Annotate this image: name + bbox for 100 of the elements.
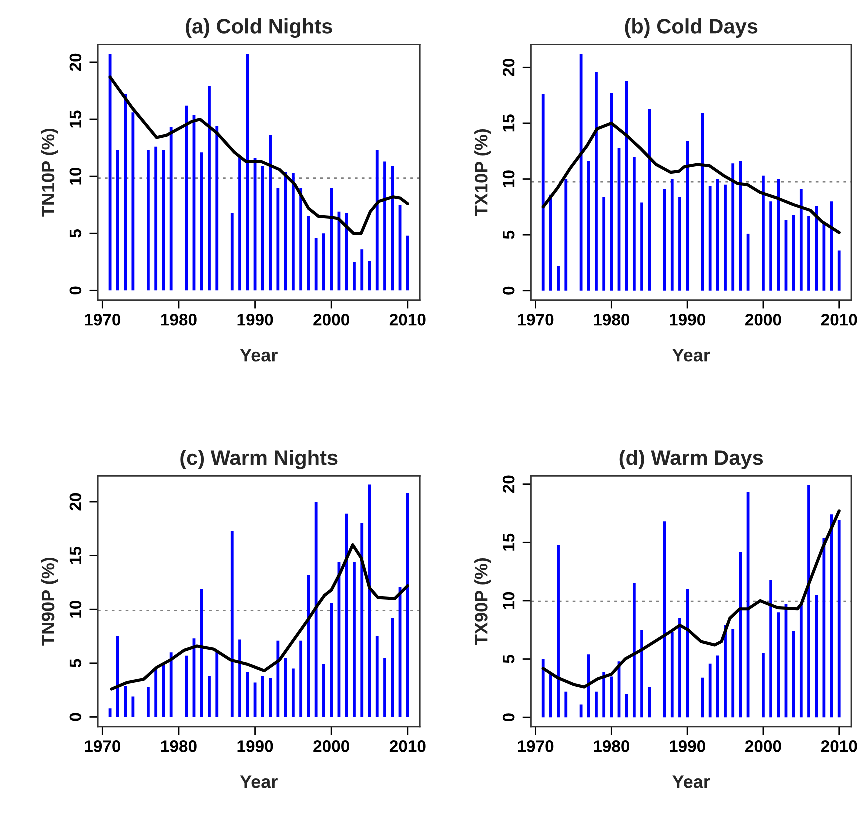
bar: [261, 166, 264, 291]
line-series: [110, 544, 410, 691]
bar: [587, 161, 590, 291]
bar: [330, 188, 334, 291]
bar: [353, 562, 356, 718]
x-tick-label: 1990: [238, 740, 274, 752]
bar: [116, 636, 120, 718]
bar: [808, 486, 810, 718]
y-tick-label: 5: [70, 229, 82, 238]
y-tick-label: 15: [70, 547, 82, 564]
x-tick-label: 1990: [238, 314, 274, 326]
line-series: [542, 510, 841, 689]
y-axis-title: TX10P (%): [474, 129, 492, 216]
bar: [564, 179, 568, 291]
bar: [208, 676, 211, 718]
y-tick-label: 5: [503, 655, 515, 664]
bar: [353, 262, 356, 291]
line-series: [108, 76, 410, 236]
x-tick-label: 1980: [594, 740, 630, 752]
bar: [770, 202, 772, 291]
bar: [716, 179, 720, 291]
bar: [284, 658, 288, 718]
bar: [542, 94, 545, 291]
x-tick-label: 2000: [314, 314, 350, 326]
y-tick-label: 10: [70, 168, 82, 185]
bar: [147, 150, 150, 291]
bar: [269, 135, 272, 291]
bar: [216, 126, 219, 291]
bar: [300, 640, 303, 718]
bar: [800, 189, 803, 291]
bar: [542, 659, 545, 718]
bar: [708, 186, 712, 291]
y-tick-label: 15: [503, 534, 515, 551]
bar: [246, 672, 250, 718]
bar: [154, 146, 158, 291]
bar: [792, 631, 796, 718]
x-axis-title: Year: [672, 349, 710, 362]
y-tick-label: 5: [503, 230, 515, 240]
y-tick-label: 0: [70, 286, 82, 295]
chart-title: (c) Warm Nights: [180, 450, 338, 470]
bar: [800, 604, 803, 718]
y-tick-label: 10: [502, 170, 515, 188]
bar: [132, 696, 135, 718]
bar: [822, 538, 826, 718]
bar: [808, 216, 810, 291]
bar: [185, 106, 188, 291]
bar: [724, 184, 727, 291]
y-tick-label: 20: [502, 476, 515, 494]
bar: [276, 640, 280, 718]
bar: [792, 214, 796, 291]
bar: [185, 656, 188, 718]
bar: [292, 668, 295, 718]
bar: [124, 94, 128, 291]
y-tick-label: 0: [70, 713, 82, 722]
x-axis-title: Year: [672, 776, 710, 788]
x-tick-label: 1980: [161, 740, 197, 752]
bar: [384, 658, 386, 718]
bar: [580, 54, 583, 291]
bar: [815, 206, 818, 291]
bar: [815, 595, 818, 718]
x-axis-title: Year: [240, 349, 278, 362]
bar: [632, 583, 636, 718]
x-tick-label: 1970: [518, 314, 554, 326]
bar: [670, 179, 674, 291]
bar: [208, 86, 211, 291]
bar: [314, 502, 318, 718]
y-tick-label: 15: [70, 110, 82, 128]
bar: [777, 612, 780, 718]
bar: [648, 687, 652, 718]
bar: [230, 213, 234, 291]
bar: [632, 156, 636, 291]
bar: [686, 141, 690, 291]
bar: [345, 213, 348, 291]
x-tick-label: 2010: [821, 740, 858, 752]
bar: [200, 152, 204, 291]
bar: [762, 176, 765, 291]
bar: [732, 164, 735, 291]
x-tick-label: 1970: [518, 740, 554, 752]
bar: [276, 188, 280, 291]
bar: [391, 166, 394, 291]
bar: [300, 188, 303, 291]
bar: [564, 692, 568, 718]
bar: [670, 632, 674, 718]
y-axis-title: TX90P (%): [474, 558, 492, 646]
bar: [550, 673, 552, 718]
bar: [587, 654, 590, 718]
bar: [307, 575, 310, 718]
bar: [170, 652, 173, 718]
y-tick-label: 20: [70, 54, 82, 72]
x-tick-label: 1970: [85, 314, 121, 326]
bar: [360, 250, 364, 291]
bar: [406, 493, 410, 718]
x-tick-label: 1990: [670, 740, 706, 752]
bar: [170, 127, 173, 291]
bar: [284, 172, 288, 291]
bar: [314, 238, 318, 291]
bar: [132, 112, 135, 291]
bar: [610, 676, 614, 718]
bar: [602, 197, 606, 291]
chart-title: (a) Cold Nights: [186, 18, 332, 38]
